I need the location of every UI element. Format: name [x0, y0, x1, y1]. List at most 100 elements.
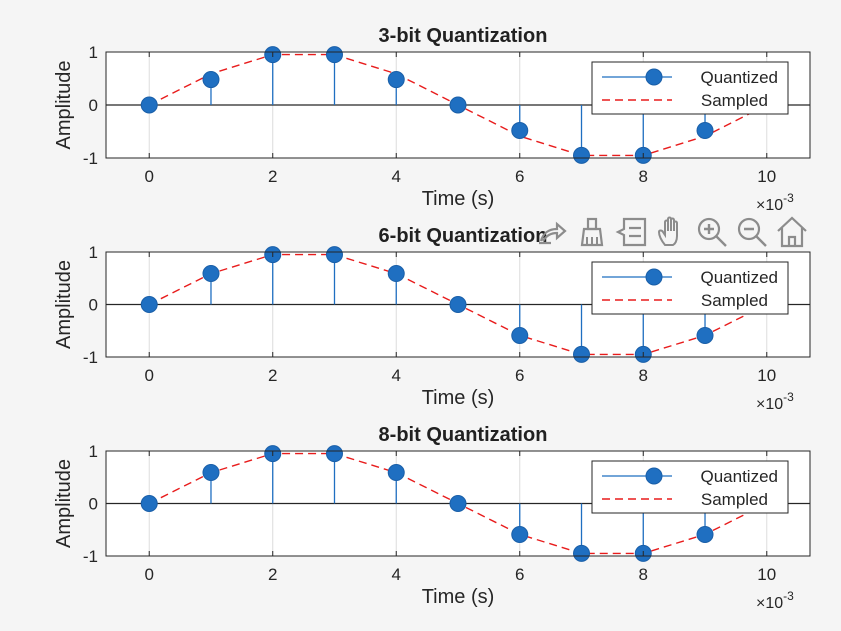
legend-quantized-label: Quantized — [701, 467, 779, 486]
x-tick-label: 0 — [144, 565, 153, 584]
quantized-marker — [511, 121, 529, 139]
x-exponent-power: -3 — [783, 390, 794, 404]
subplot-2: 0 2 4 6 8 10 -1 0 1 6-bit Quantization Time (s) Amp… — [53, 225, 811, 413]
x-axis-label: Time (s) — [422, 387, 495, 409]
subplot-3: 0 2 4 6 8 10 -1 0 1 8-bit Quantization Time (s) Amp… — [53, 424, 811, 612]
subplot-title: 3-bit Quantization — [379, 25, 548, 47]
quantized-marker — [325, 46, 343, 64]
legend-quantized-label: Quantized — [701, 68, 779, 87]
x-tick-label: 2 — [268, 167, 277, 186]
quantized-marker — [573, 146, 591, 164]
legend: Quantized Sampled — [591, 261, 789, 315]
legend-sampled-label: Sampled — [701, 291, 768, 310]
y-axis-label: Amplitude — [53, 260, 75, 349]
quantized-marker — [696, 121, 714, 139]
x-exponent-label: ×10-3 — [756, 390, 794, 413]
quantized-marker — [202, 464, 220, 482]
y-tick-label: -1 — [83, 547, 98, 566]
axes-toolbar[interactable] — [532, 212, 812, 252]
x-tick-label: 6 — [515, 565, 524, 584]
x-exponent-power: -3 — [783, 191, 794, 205]
brush-icon — [580, 217, 604, 247]
subplot-title: 6-bit Quantization — [379, 225, 548, 247]
datatip-icon — [615, 217, 647, 247]
legend-box — [591, 460, 789, 514]
x-exponent-power: -3 — [783, 589, 794, 603]
x-exponent-base: ×10 — [756, 197, 783, 214]
x-tick-label: 0 — [144, 167, 153, 186]
x-tick-label: 6 — [515, 167, 524, 186]
quantized-marker — [387, 265, 405, 283]
quantized-marker — [387, 71, 405, 89]
quantized-marker — [449, 495, 467, 512]
y-axis-label: Amplitude — [53, 459, 75, 548]
zoom-in-button[interactable] — [692, 212, 732, 252]
x-tick-label: 8 — [639, 366, 648, 385]
y-tick-label: -1 — [83, 348, 98, 367]
quantized-marker — [140, 495, 158, 512]
legend-box — [591, 61, 789, 115]
export-icon — [539, 221, 567, 245]
y-tick-label: 1 — [89, 243, 98, 262]
quantized-marker — [387, 464, 405, 482]
quantized-marker — [325, 445, 343, 463]
x-tick-label: 8 — [639, 565, 648, 584]
quantized-marker — [573, 544, 591, 562]
y-tick-label: 0 — [89, 495, 98, 514]
x-exponent-base: ×10 — [756, 595, 783, 612]
x-tick-label: 4 — [392, 366, 401, 385]
x-tick-label: 2 — [268, 565, 277, 584]
x-tick-label: 4 — [392, 167, 401, 186]
legend-quantized-marker — [645, 268, 663, 286]
y-axis-label: Amplitude — [53, 61, 75, 150]
x-exponent-label: ×10-3 — [756, 589, 794, 612]
y-tick-label: -1 — [83, 149, 98, 168]
datatip-button[interactable] — [612, 212, 652, 252]
x-tick-label: 10 — [757, 167, 776, 186]
quantized-marker — [511, 525, 529, 543]
y-tick-label: 0 — [89, 296, 98, 315]
x-tick-label: 6 — [515, 366, 524, 385]
quantized-marker — [140, 96, 158, 114]
legend-quantized-marker — [645, 68, 663, 86]
subplot-1: 0 2 4 6 8 10 -1 0 1 3-bit Quantization Time (s) Amp… — [53, 25, 811, 214]
y-tick-label: 1 — [89, 442, 98, 461]
quantized-marker — [140, 296, 158, 313]
quantized-marker — [325, 246, 343, 264]
quantized-marker — [573, 345, 591, 363]
legend-box — [591, 261, 789, 315]
x-tick-label: 0 — [144, 366, 153, 385]
x-axis-label: Time (s) — [422, 586, 495, 608]
x-tick-label: 8 — [639, 167, 648, 186]
brush-button[interactable] — [572, 212, 612, 252]
export-button[interactable] — [532, 212, 572, 252]
y-tick-label: 0 — [89, 96, 98, 115]
quantized-marker — [449, 296, 467, 313]
legend-quantized-marker — [645, 467, 663, 485]
home-icon — [777, 216, 807, 248]
zoom-out-button[interactable] — [732, 212, 772, 252]
home-button[interactable] — [772, 212, 812, 252]
quantized-marker — [202, 265, 220, 283]
legend: Quantized Sampled — [591, 460, 789, 514]
quantized-marker — [696, 326, 714, 344]
zoom-in-icon — [697, 217, 727, 247]
legend: Quantized Sampled — [591, 61, 789, 115]
quantized-marker — [202, 71, 220, 89]
legend-sampled-label: Sampled — [701, 490, 768, 509]
quantized-marker — [511, 326, 529, 344]
quantized-marker — [696, 525, 714, 543]
pan-icon — [657, 216, 678, 246]
pan-button[interactable] — [652, 212, 692, 252]
quantized-marker — [449, 96, 467, 114]
x-tick-label: 2 — [268, 366, 277, 385]
legend-quantized-label: Quantized — [701, 268, 779, 287]
zoom-out-icon — [737, 217, 767, 247]
y-tick-label: 1 — [89, 43, 98, 62]
subplot-title: 8-bit Quantization — [379, 424, 548, 446]
x-tick-label: 4 — [392, 565, 401, 584]
x-exponent-label: ×10-3 — [756, 191, 794, 214]
x-axis-label: Time (s) — [422, 188, 495, 210]
x-tick-label: 10 — [757, 366, 776, 385]
